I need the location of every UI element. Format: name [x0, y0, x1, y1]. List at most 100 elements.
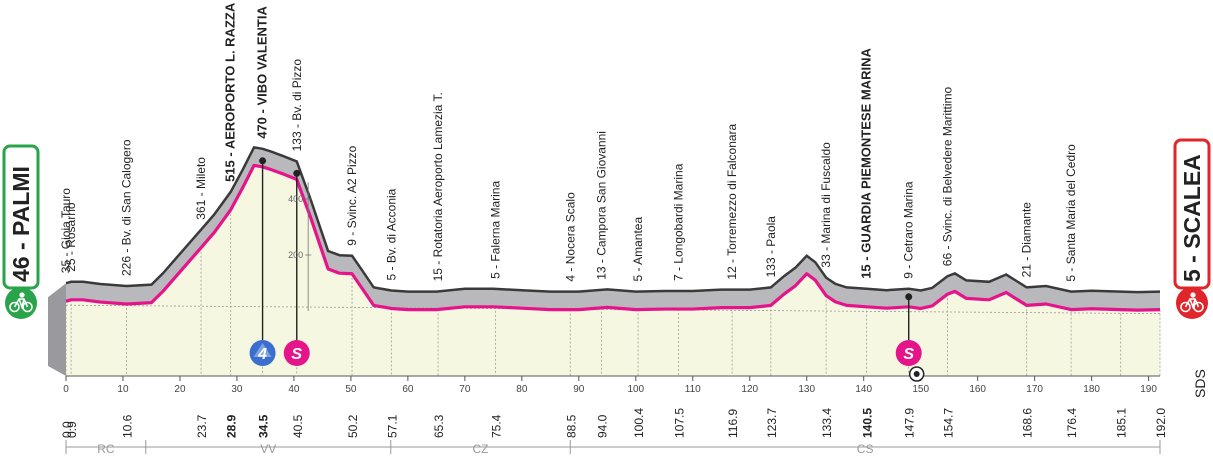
place-km-label: 185.1 [1115, 408, 1129, 438]
terrain-side-panel [48, 283, 66, 376]
region-label: VV [260, 442, 276, 456]
place-km-label: 94.0 [596, 414, 610, 438]
place-km-label: 107.5 [673, 408, 687, 438]
km-tick-label: 110 [685, 384, 701, 395]
region-label: CS [857, 442, 874, 456]
marker-dot [905, 293, 913, 301]
place-label: 9 - Svinc. A2 Pizzo [345, 145, 359, 245]
marker-dot [293, 169, 301, 177]
place-km-label: 50.2 [346, 414, 360, 438]
place-km-labels: 0.00.9 10.6 23.7 28.9 34.5 40.5 50.2 57.1 65.3 75… [60, 408, 1168, 438]
place-label: 361 - Mileto [194, 157, 208, 220]
place-label: 33 - Marina di Fuscaldo [819, 142, 833, 268]
place-label: 9 - Cetraro Marina [902, 181, 916, 279]
route-layer [65, 163, 1161, 312]
place-km-label: 0.0 [60, 421, 74, 438]
place-label: 5 - Santa Maria del Cedro [1064, 144, 1078, 282]
place-label: 133 - Bv. di Pizzo [290, 59, 304, 152]
km-tick-label: 40 [288, 384, 300, 395]
plain-area [66, 165, 1160, 376]
place-km-label: 140.5 [861, 408, 875, 438]
place-km-label: 0.9 [65, 421, 79, 438]
start-label: 46 - PALMI [8, 166, 34, 282]
place-label: 470 - VIBO VALENTIA [255, 6, 270, 139]
km-tick-label: 150 [912, 384, 929, 395]
km-tick-label: 120 [741, 384, 758, 395]
place-km-label: 123.7 [765, 408, 779, 438]
place-label: 13 - Campora San Giovanni [595, 131, 609, 280]
feed-zone-icon-core [913, 371, 920, 377]
place-km-label: 40.5 [291, 414, 305, 438]
terrain-band [66, 147, 1160, 311]
place-km-label: 147.9 [903, 408, 917, 438]
place-label: 15 - Rotatoria Aeroporto Lamezia T. [431, 92, 445, 281]
place-km-label: 133.4 [820, 408, 834, 438]
elevation-axis: 400 200 [288, 182, 312, 311]
place-label: 226 - Bv. di San Calogero [119, 139, 133, 276]
place-label: 21 - Diamante [1020, 202, 1034, 278]
region-label: CZ [473, 442, 489, 456]
place-label: 7 - Longobardi Marina [672, 163, 686, 281]
km-tick-label: 60 [402, 384, 414, 395]
sprint-icon [895, 340, 922, 366]
km-tick-label: 130 [798, 384, 815, 395]
km-tick-label: 180 [1083, 384, 1100, 395]
terrain-top-line [65, 146, 1161, 294]
place-label: 66 - Svinc. di Belvedere Marittimo [940, 86, 954, 266]
place-km-label: 23.7 [195, 414, 209, 438]
place-label: 15 - GUARDIA PIEMONTESE MARINA [859, 48, 874, 279]
sprint-icon [283, 340, 310, 366]
region-label: RC [97, 442, 115, 456]
km-tick-label: 70 [459, 384, 471, 395]
kom-4-icon [249, 340, 276, 366]
start-badge: 46 - PALMI [2, 144, 40, 319]
place-km-label: 10.6 [120, 414, 134, 438]
km-tick-label: 90 [573, 384, 585, 395]
sds-label: SDS [1192, 369, 1208, 398]
marker-symbol: S [291, 346, 302, 363]
place-label: 5 - Amantea [631, 217, 645, 282]
elevation-tick-label: 400 [288, 194, 303, 204]
marker-symbol: S [903, 346, 914, 363]
place-label: 25 - Rosarno [64, 202, 78, 272]
km-tick-label: 140 [855, 384, 872, 395]
place-km-label: 28.9 [225, 414, 239, 438]
place-label: 133 - Paola [764, 216, 778, 278]
place-km-label: 34.5 [257, 414, 271, 438]
km-tick-label: 80 [516, 384, 528, 395]
place-label: 4 - Nocera Scalo [563, 192, 577, 282]
elevation-tick-label: 200 [288, 250, 303, 260]
finish-badge: 5 - SCALEA [1173, 138, 1211, 319]
place-label: 35 - Gioia Tauro [59, 188, 73, 273]
place-km-label: 192.0 [1154, 408, 1168, 438]
place-label: 5 - Bv. di Acconia [384, 188, 398, 280]
start-bike-icon [9, 292, 33, 313]
place-km-label: 88.5 [564, 414, 578, 438]
marker-symbol: 4 [257, 346, 267, 363]
place-km-label: 100.4 [632, 408, 646, 438]
km-tick-label: 20 [174, 384, 186, 395]
km-axis: 0 10 20 30 40 50 60 70 80 90 100 110 120 130 140 150 160… [63, 376, 1157, 395]
km-tick-label: 190 [1140, 384, 1157, 395]
finish-label: 5 - SCALEA [1179, 154, 1205, 282]
km-tick-label: 160 [969, 384, 986, 395]
region-bar: RC VV CZ CS [65, 440, 1161, 456]
km-tick-label: 100 [627, 384, 644, 395]
place-km-label: 154.7 [941, 408, 955, 438]
place-label: 5 - Falerna Marina [489, 181, 503, 279]
place-label: 515 - AEROPORTO L. RAZZA [223, 2, 238, 182]
kom-mountain-shape [253, 343, 272, 357]
km-tick-label: 30 [231, 384, 243, 395]
km-tick-label: 50 [345, 384, 357, 395]
markers-layer: 4 S S [249, 157, 925, 382]
place-km-label: 75.4 [490, 414, 504, 438]
marker-dot [259, 157, 267, 165]
route-line [65, 163, 1161, 312]
place-km-label: 168.6 [1021, 408, 1035, 438]
finish-bike-icon [1180, 292, 1204, 313]
place-label: 12 - Torremezzo di Falconara [725, 123, 739, 279]
place-km-label: 57.1 [385, 414, 399, 438]
place-km-label: 176.4 [1065, 408, 1079, 438]
